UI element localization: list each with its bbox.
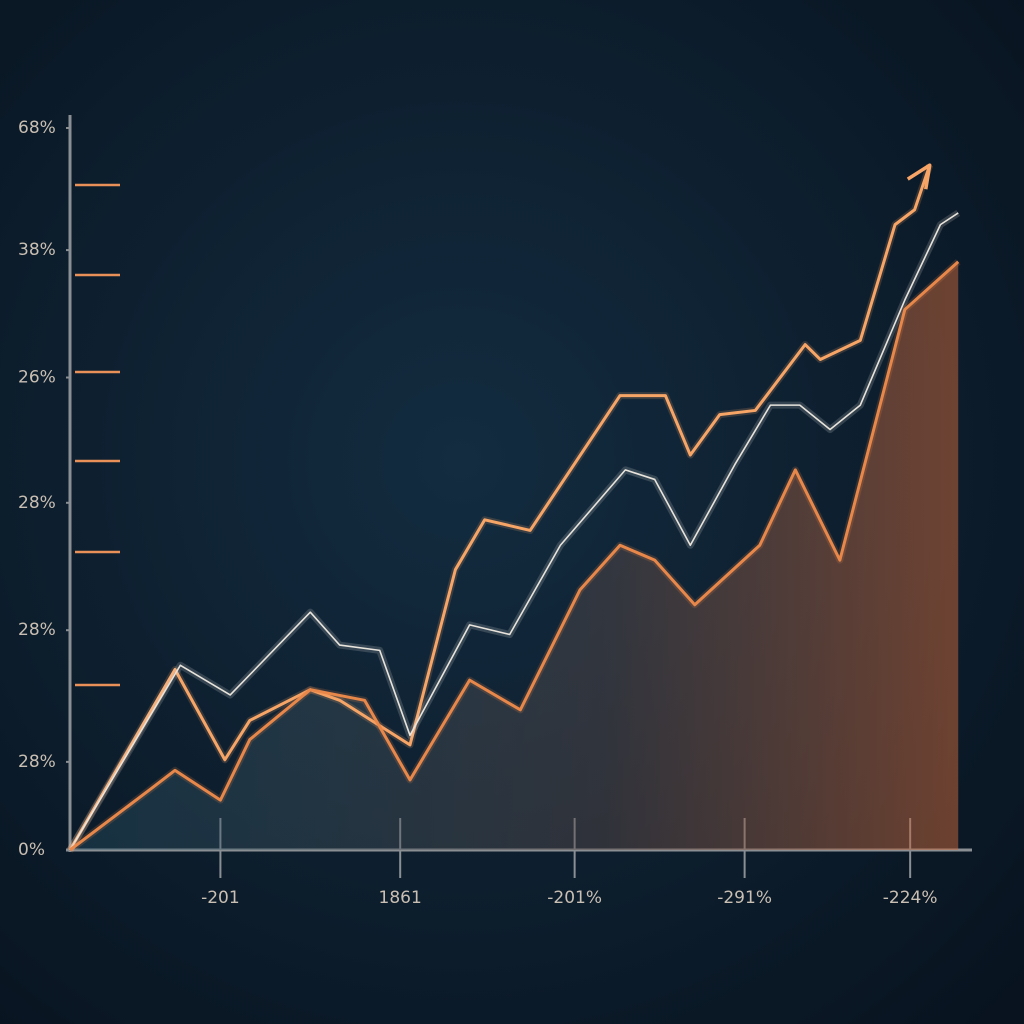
y-tick-label: 38% [18, 240, 56, 260]
y-tick-label: 28% [18, 620, 56, 640]
arrow-head [906, 163, 932, 190]
line [69, 260, 960, 852]
y-tick-label: 26% [18, 368, 56, 388]
y-tick-label: 28% [18, 752, 56, 772]
x-tick-label: -201 [201, 888, 240, 908]
side-markers [75, 183, 120, 687]
y-tick-label: 0% [18, 840, 45, 860]
area [70, 261, 959, 850]
x-tick-label: -291% [717, 888, 772, 908]
y-tick-label: 68% [18, 118, 56, 138]
line [68, 164, 932, 851]
x-tick-label: 1861 [379, 888, 422, 908]
x-tick-label: -224% [883, 888, 938, 908]
line [69, 212, 959, 851]
x-tick-label: -201% [547, 888, 602, 908]
y-tick-label: 28% [18, 493, 56, 513]
